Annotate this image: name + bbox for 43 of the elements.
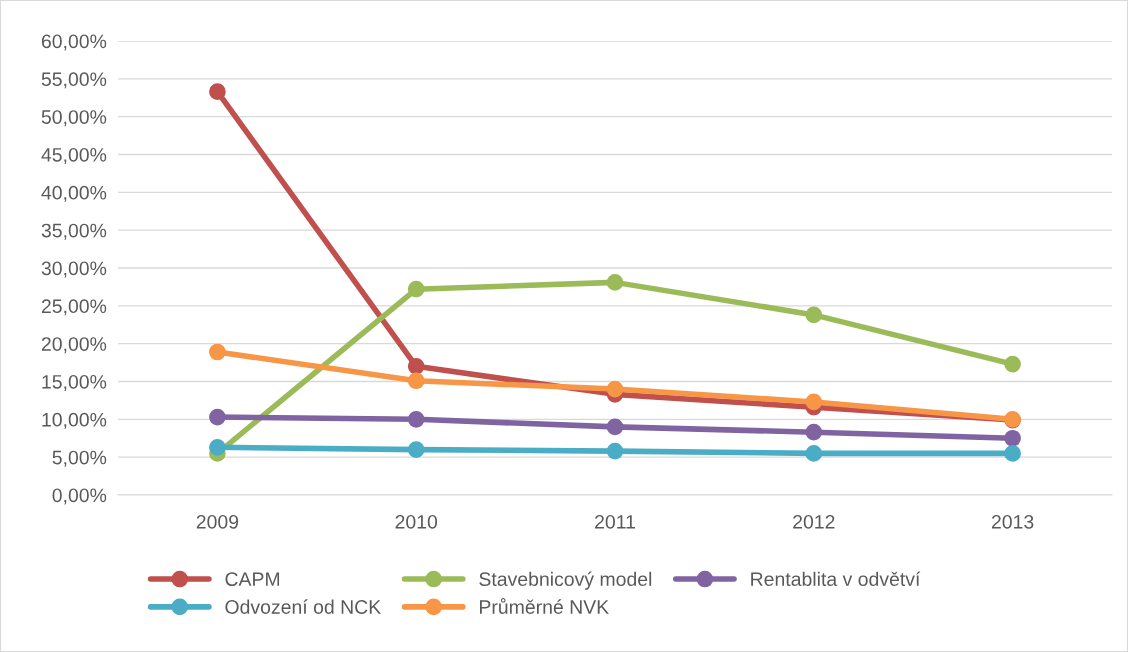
point	[805, 306, 823, 324]
legend-label: Odvození od NCK	[225, 599, 381, 614]
point	[209, 438, 226, 456]
point	[606, 274, 624, 291]
y-tick-label: 10,00%	[42, 412, 107, 429]
legend-label: Rentablita v odvětví	[751, 571, 921, 587]
x-tick-label: 2009	[196, 514, 239, 529]
point	[606, 442, 624, 460]
x-tick-label: 2013	[991, 514, 1034, 529]
point	[407, 410, 425, 428]
legend-label: Průměrné NVK	[479, 598, 609, 614]
y-tick-label: 25,00%	[41, 299, 107, 316]
point	[1004, 429, 1021, 447]
legend-label: Stavebnicový model	[479, 571, 652, 590]
y-tick-label: 30,00%	[41, 261, 107, 278]
point	[209, 408, 226, 426]
point	[209, 83, 226, 101]
point	[407, 280, 425, 298]
point	[1004, 355, 1021, 373]
x-tick-label: 2012	[793, 514, 835, 529]
y-tick-label: 55,00%	[41, 72, 107, 89]
point	[407, 358, 425, 375]
y-tick-label: 20,00%	[41, 337, 107, 354]
x-tick-label: 2011	[595, 514, 635, 529]
point	[805, 393, 823, 411]
y-tick-label: 15,00%	[42, 374, 107, 392]
point	[407, 372, 425, 390]
point	[805, 445, 823, 462]
x-tick-label: 2010	[395, 514, 438, 529]
point	[606, 418, 624, 436]
y-tick-label: 35,00%	[41, 223, 107, 240]
y-tick-label: 0,00%	[52, 488, 107, 505]
y-tick-label: 50,00%	[41, 110, 107, 127]
y-tick-label: 60,00%	[41, 34, 107, 51]
point	[1004, 445, 1021, 462]
y-tick-label: 40,00%	[41, 185, 107, 202]
point	[209, 343, 226, 361]
y-tick-label: 5,00%	[52, 450, 107, 467]
y-tick-label: 45,00%	[41, 147, 107, 165]
point	[407, 441, 425, 458]
point	[606, 380, 624, 398]
point	[805, 423, 823, 441]
legend-label: CAPM	[225, 572, 280, 587]
